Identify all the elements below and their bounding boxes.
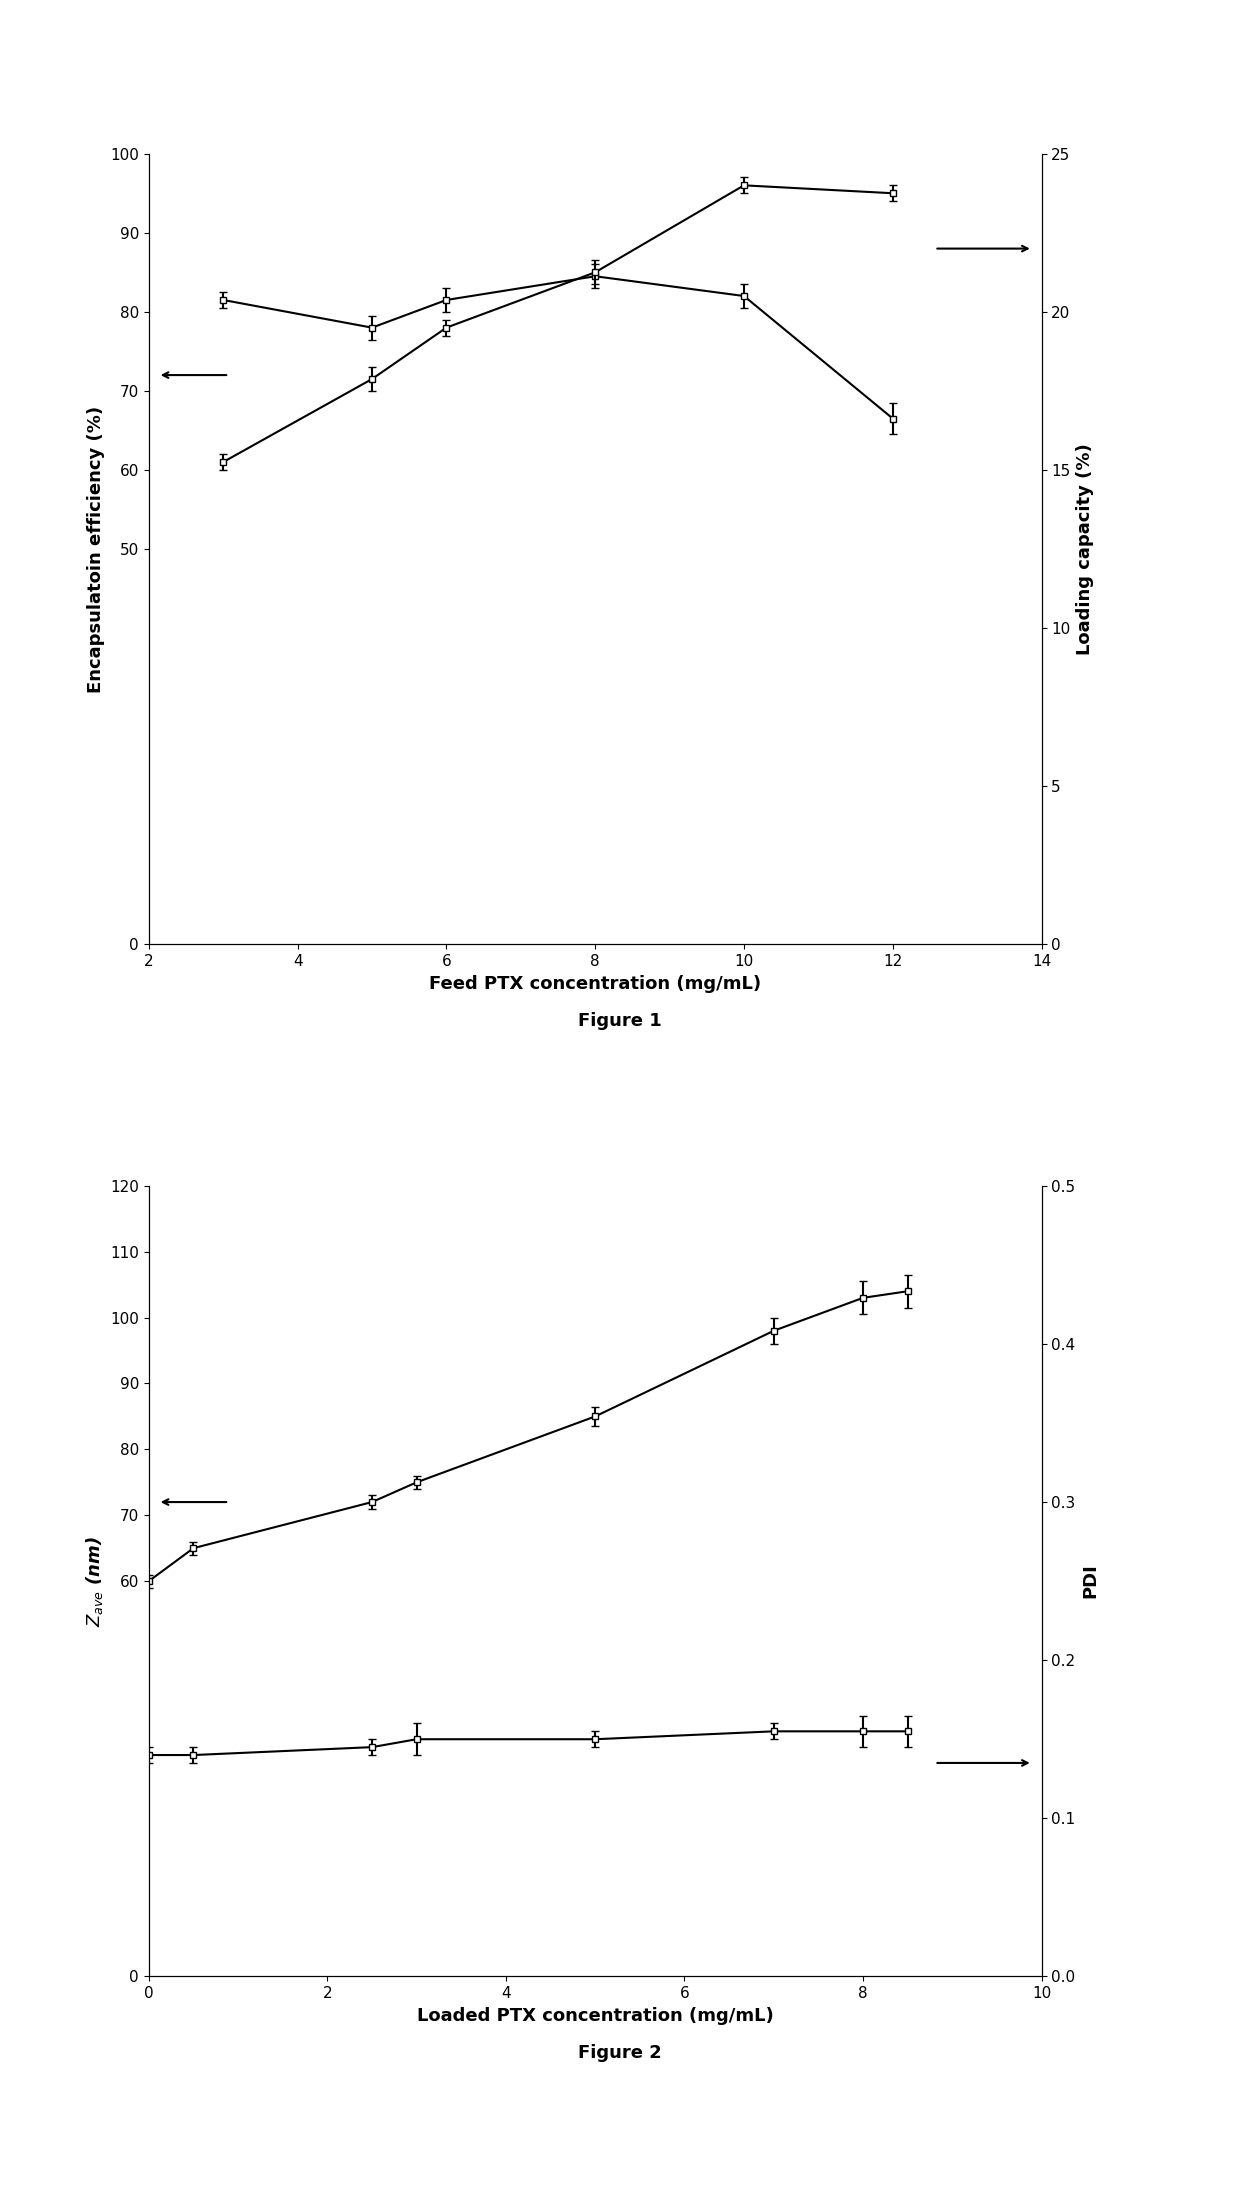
Y-axis label: Encapsulatoin efficiency (%): Encapsulatoin efficiency (%) <box>87 406 104 692</box>
Text: Figure 1: Figure 1 <box>578 1012 662 1030</box>
X-axis label: Loaded PTX concentration (mg/mL): Loaded PTX concentration (mg/mL) <box>417 2007 774 2025</box>
X-axis label: Feed PTX concentration (mg/mL): Feed PTX concentration (mg/mL) <box>429 975 761 993</box>
Y-axis label: Loading capacity (%): Loading capacity (%) <box>1076 444 1094 654</box>
Text: Figure 2: Figure 2 <box>578 2044 662 2062</box>
Y-axis label: PDI: PDI <box>1081 1564 1099 1599</box>
Y-axis label: $Z_{ave}$ (nm): $Z_{ave}$ (nm) <box>83 1535 104 1627</box>
